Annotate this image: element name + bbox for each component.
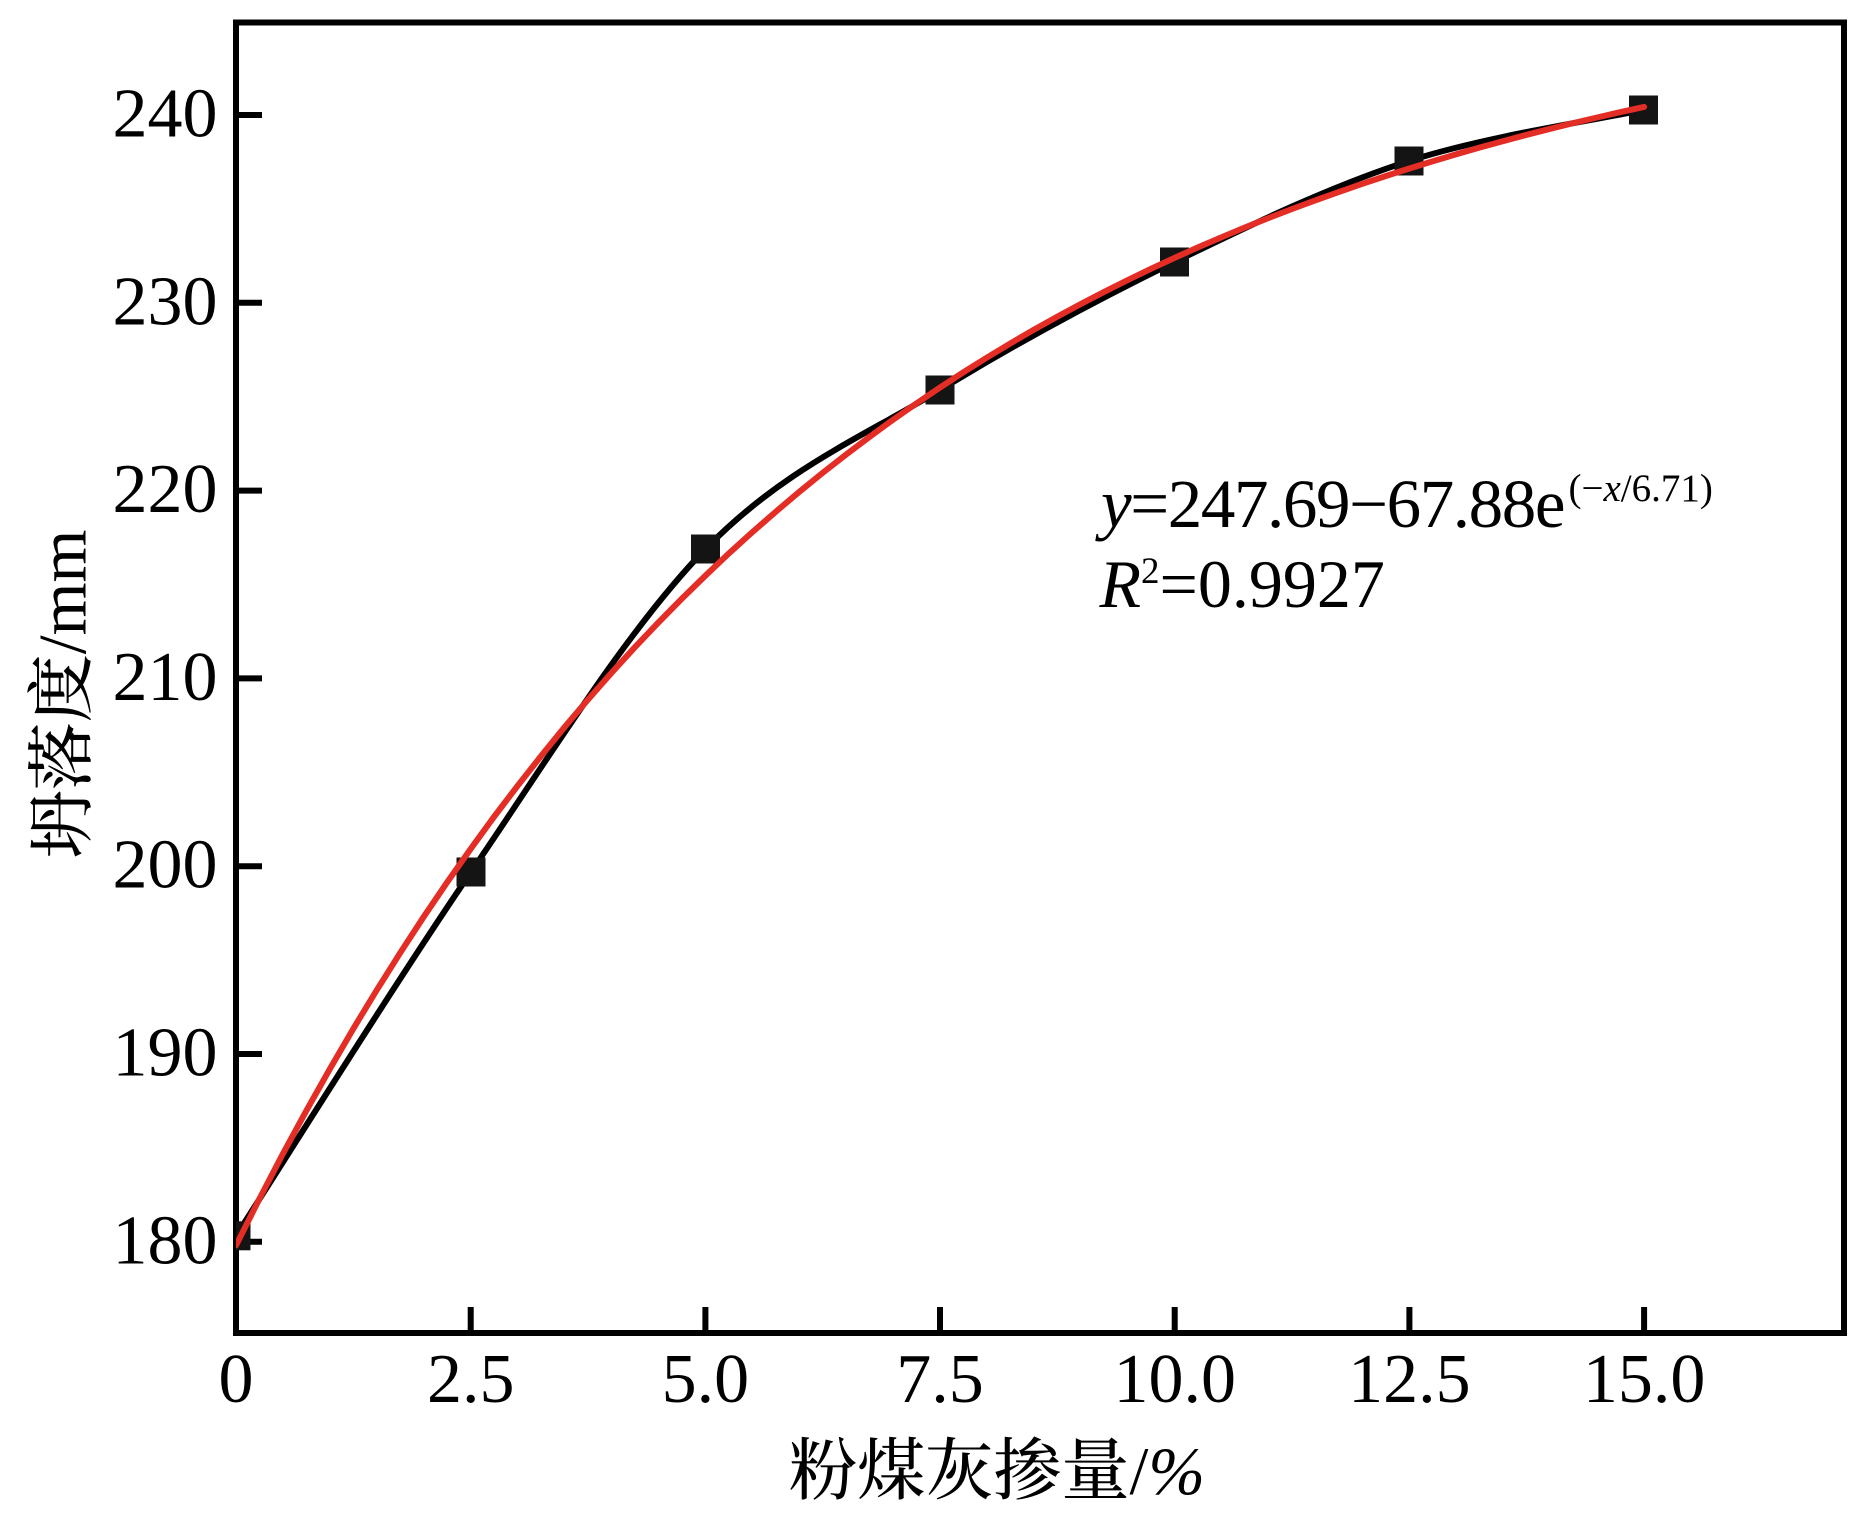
svg-text:10.0: 10.0 xyxy=(1113,1341,1236,1418)
svg-text:230: 230 xyxy=(113,263,218,340)
svg-text:y=247.69−67.88e: y=247.69−67.88e xyxy=(1095,466,1564,542)
svg-text:12.5: 12.5 xyxy=(1348,1341,1471,1418)
svg-text:/%: /% xyxy=(1130,1433,1206,1509)
svg-text:0: 0 xyxy=(219,1341,254,1418)
svg-text:220: 220 xyxy=(113,451,218,528)
svg-text:180: 180 xyxy=(113,1202,218,1279)
svg-text:/mm: /mm xyxy=(24,530,100,655)
svg-text:R2=0.9927: R2=0.9927 xyxy=(1099,546,1385,622)
svg-text:7.5: 7.5 xyxy=(896,1341,984,1418)
svg-text:190: 190 xyxy=(113,1015,218,1092)
svg-text:210: 210 xyxy=(113,639,218,716)
svg-text:2.5: 2.5 xyxy=(427,1341,515,1418)
svg-text:200: 200 xyxy=(113,827,218,904)
svg-text:5.0: 5.0 xyxy=(662,1341,750,1418)
svg-text:15.0: 15.0 xyxy=(1583,1341,1706,1418)
svg-text:(−x/6.71): (−x/6.71) xyxy=(1569,467,1713,510)
svg-text:240: 240 xyxy=(113,76,218,153)
